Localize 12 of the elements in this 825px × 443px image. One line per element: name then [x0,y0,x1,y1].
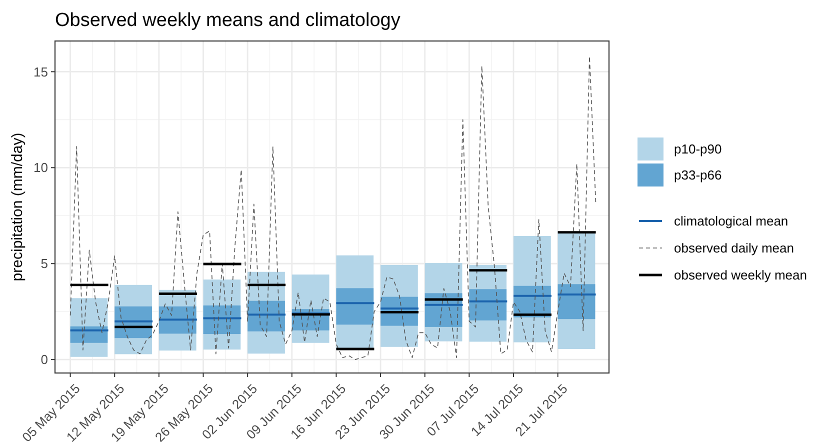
y-axis-title: precipitation (mm/day) [9,132,26,282]
y-tick-label: 10 [34,160,48,176]
y-tick-label: 0 [40,352,48,368]
y-tick-label: 5 [40,256,48,272]
legend-label: p10-p90 [674,142,722,156]
legend-label: climatological mean [674,214,788,228]
legend-label: observed weekly mean [674,268,807,282]
y-tick-label: 15 [34,64,48,80]
chart-title: Observed weekly means and climatology [55,10,401,31]
legend-label: observed daily mean [674,240,794,256]
line-series [70,56,596,360]
legend-label: p33-p66 [674,168,722,182]
